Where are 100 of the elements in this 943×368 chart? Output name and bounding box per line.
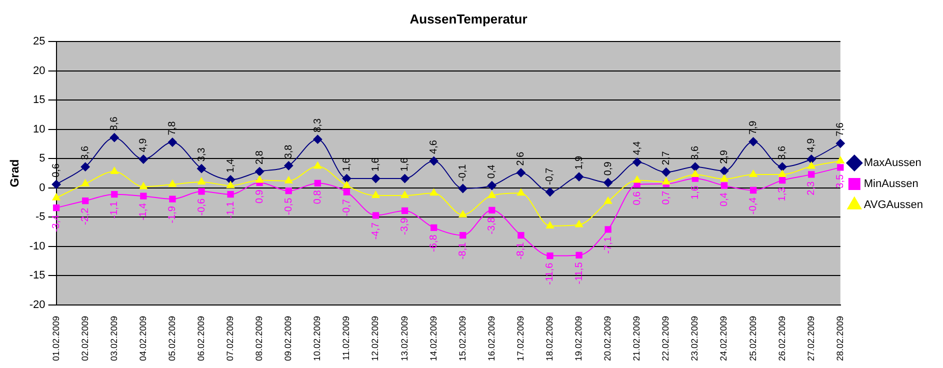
x-tick-label: 12.02.2009: [370, 316, 380, 362]
point: [82, 197, 89, 204]
x-tick-label: 28.02.2009: [834, 316, 845, 362]
point: [401, 207, 408, 214]
data-label: 2,8: [254, 150, 266, 165]
point: [720, 166, 729, 176]
x-tick-label: 05.02.2009: [166, 316, 177, 362]
data-label: -0,6: [196, 198, 208, 216]
point: [808, 171, 815, 178]
data-label: 3,8: [283, 144, 294, 159]
point: [138, 154, 148, 164]
data-label: -8,1: [458, 242, 469, 260]
data-label: 1,4: [225, 158, 236, 173]
data-label: 0,8: [312, 190, 324, 204]
data-label: 2,7: [660, 150, 672, 166]
data-label: -1,1: [225, 200, 236, 219]
point: [313, 134, 322, 144]
data-label: 4,9: [138, 138, 150, 152]
x-tick-label: 15.02.2009: [457, 316, 468, 362]
point: [778, 176, 786, 184]
point: [342, 181, 351, 188]
data-label: 4,4: [632, 140, 643, 156]
point: [487, 181, 496, 190]
x-tick-label: 06.02.2009: [196, 316, 206, 362]
x-tick-label: 01.02.2009: [50, 316, 61, 362]
point: [604, 178, 613, 188]
data-label: -6,8: [428, 234, 440, 252]
point: [227, 191, 234, 198]
x-tick-label: 17.02.2009: [515, 316, 526, 362]
point: [516, 168, 526, 178]
point: [400, 174, 410, 184]
point: [343, 188, 350, 196]
point: [284, 161, 294, 170]
point: [80, 162, 90, 172]
data-label: -0,1: [458, 164, 469, 182]
point: [284, 176, 293, 184]
x-tick-label: 04.02.2009: [138, 316, 148, 362]
x-tick-label: 09.02.2009: [283, 316, 294, 362]
x-tick-label: 03.02.2009: [108, 316, 119, 362]
point: [460, 232, 466, 239]
point: [110, 133, 119, 142]
data-label: -11,6: [544, 262, 556, 285]
point: [632, 158, 642, 167]
data-label: -8,1: [516, 242, 527, 260]
x-tick-label: 08.02.2009: [254, 316, 264, 362]
point: [81, 179, 90, 186]
point: [226, 181, 235, 188]
x-tick-label: 14.02.2009: [428, 316, 438, 362]
data-label: -1,9: [167, 206, 178, 224]
data-label: 4,9: [806, 138, 818, 152]
y-tick-label: 25: [33, 36, 46, 48]
data-label: -4,7: [370, 222, 382, 240]
x-tick-label: 10.02.2009: [312, 316, 322, 362]
legend-label: MaxAussen: [864, 157, 922, 170]
x-tick-label: 27.02.2009: [806, 316, 816, 362]
x-tick-label: 22.02.2009: [660, 316, 671, 362]
point: [488, 191, 496, 198]
x-tick-label: 11.02.2009: [341, 316, 352, 360]
data-label: 7,8: [167, 120, 178, 136]
x-tick-label: 26.02.2009: [776, 316, 787, 362]
data-label: -0,5: [283, 197, 294, 216]
data-label: -3,8: [486, 216, 498, 234]
x-tick-label: 07.02.2009: [225, 316, 236, 362]
point: [256, 176, 264, 183]
point: [690, 162, 700, 172]
data-label: 0,9: [602, 161, 614, 176]
point: [778, 162, 787, 172]
point: [430, 188, 438, 196]
point: [430, 224, 438, 232]
data-label: 0,9: [254, 189, 266, 204]
data-label: -1,1: [109, 200, 120, 219]
data-label: 1,6: [690, 185, 701, 200]
point: [604, 196, 612, 204]
data-label: 1,3: [777, 186, 788, 202]
y-tick-label: -5: [36, 211, 46, 224]
point: [458, 184, 468, 193]
point: [285, 188, 292, 194]
point: [198, 188, 205, 195]
point: [720, 182, 728, 189]
data-label: -2,2: [80, 207, 92, 226]
point: [749, 170, 758, 177]
point: [836, 138, 845, 148]
point: [197, 164, 206, 174]
y-tick-label: -20: [29, 298, 46, 311]
point: [372, 191, 380, 198]
point: [574, 172, 584, 182]
data-label: 0,7: [660, 190, 672, 205]
x-tick-label: 18.02.2009: [544, 316, 554, 362]
y-tick-label: 5: [39, 152, 46, 165]
data-label: -0,7: [341, 198, 352, 216]
point: [169, 196, 176, 202]
data-label: 0,4: [718, 192, 730, 206]
point: [458, 210, 467, 218]
point: [168, 180, 176, 187]
point: [139, 182, 148, 190]
y-axis-title: Grad: [8, 159, 22, 188]
x-tick-label: 20.02.2009: [602, 316, 613, 362]
point: [342, 174, 352, 184]
point: [371, 174, 380, 184]
point: [691, 170, 700, 177]
